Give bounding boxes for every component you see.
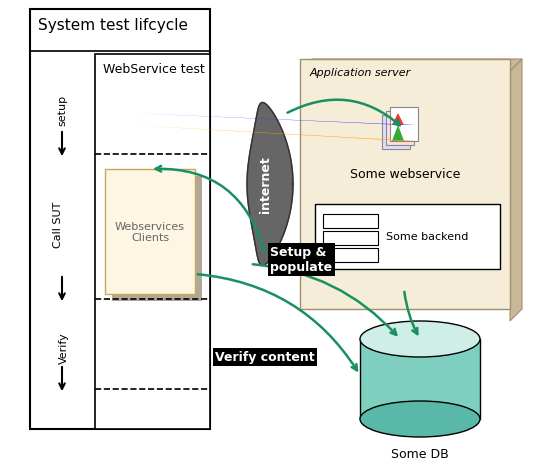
Polygon shape [392, 114, 404, 126]
Polygon shape [300, 60, 522, 72]
Bar [386, 112, 414, 146]
Text: internet: internet [258, 156, 271, 213]
Text: Call SUT: Call SUT [53, 201, 63, 248]
Text: Setup &
populate: Setup & populate [270, 245, 332, 274]
Bar [382, 116, 410, 150]
Polygon shape [392, 126, 404, 142]
Text: Some DB: Some DB [391, 447, 449, 460]
Bar [360, 339, 480, 419]
Bar [30, 10, 210, 429]
Bar [300, 60, 510, 309]
Text: setup: setup [57, 94, 67, 125]
Ellipse shape [360, 321, 480, 357]
Polygon shape [128, 114, 416, 126]
Text: Verify content: Verify content [215, 351, 315, 364]
Bar [315, 205, 500, 269]
Text: Some webservice: Some webservice [350, 168, 460, 181]
Bar [105, 169, 195, 294]
Polygon shape [128, 126, 416, 142]
Bar [95, 55, 210, 429]
Text: Webservices
Clients: Webservices Clients [115, 221, 185, 243]
Bar [323, 232, 378, 245]
Bar [323, 249, 378, 263]
Text: Application server: Application server [310, 68, 411, 78]
Text: System test lifcycle: System test lifcycle [38, 18, 188, 33]
Ellipse shape [360, 401, 480, 437]
Polygon shape [510, 60, 522, 321]
Text: Some backend: Some backend [386, 232, 469, 242]
Text: WebService test: WebService test [103, 63, 205, 76]
Bar [112, 176, 202, 301]
Text: Verify: Verify [59, 332, 69, 363]
Bar [390, 108, 418, 142]
Bar [323, 214, 378, 229]
Polygon shape [247, 103, 293, 266]
